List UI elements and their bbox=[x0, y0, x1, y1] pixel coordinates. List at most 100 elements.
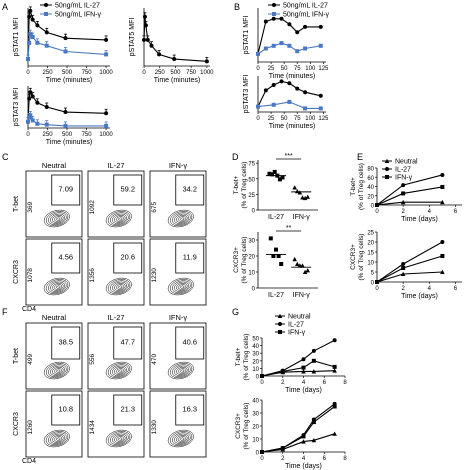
x-tick-label: 0 bbox=[260, 380, 264, 386]
density-contour bbox=[47, 364, 67, 377]
gate-percentage: 40.6 bbox=[182, 338, 197, 347]
x-tick-label: 250 bbox=[43, 70, 54, 76]
legend-label: IFN-γ bbox=[395, 175, 413, 182]
data-point bbox=[28, 90, 33, 95]
gate-box bbox=[113, 394, 143, 426]
data-point bbox=[271, 102, 276, 107]
series-line bbox=[261, 406, 335, 453]
density-contour bbox=[114, 283, 126, 291]
x-axis-label: Time (minutes) bbox=[154, 77, 200, 84]
y-axis-label-line: T-bet+ bbox=[350, 177, 357, 196]
data-point bbox=[400, 271, 406, 276]
mfi-value: 675 bbox=[151, 201, 158, 212]
data-point bbox=[311, 438, 317, 443]
data-point bbox=[332, 338, 337, 343]
data-point bbox=[267, 171, 272, 176]
data-point bbox=[28, 113, 33, 118]
density-contour bbox=[56, 437, 61, 441]
data-point bbox=[311, 358, 316, 363]
x-tick-label: 750 bbox=[82, 70, 93, 76]
gate-box bbox=[51, 394, 81, 426]
density-contour bbox=[118, 437, 123, 441]
density-contour bbox=[47, 212, 67, 225]
y-axis-label-line: (% of Treg cells) bbox=[358, 234, 365, 281]
x-tick-label: 4 bbox=[428, 209, 432, 215]
density-contour bbox=[45, 211, 69, 227]
legend-label: 50ng/mL IL-27 bbox=[55, 3, 100, 10]
density-contour bbox=[47, 280, 67, 293]
density-contour bbox=[178, 284, 186, 290]
density-contour bbox=[118, 369, 123, 373]
mfi-value: 1092 bbox=[89, 200, 96, 215]
y-axis-label-line: CXCR3+ bbox=[233, 247, 240, 273]
gate-percentage: 47.7 bbox=[120, 338, 135, 347]
data-point bbox=[142, 14, 147, 19]
y-tick-label: 25 bbox=[367, 231, 374, 237]
data-point bbox=[287, 43, 292, 48]
y-axis-label-line: (% of Treg cells) bbox=[241, 162, 248, 209]
density-contour bbox=[56, 369, 61, 373]
x-tick-label: 0 bbox=[26, 132, 30, 138]
density-contour bbox=[167, 429, 194, 448]
x-tick-label: 6 bbox=[454, 286, 458, 292]
data-point bbox=[63, 36, 68, 41]
data-point bbox=[279, 79, 284, 84]
density-contour bbox=[171, 280, 191, 293]
data-point bbox=[27, 96, 32, 101]
data-point bbox=[375, 280, 379, 284]
density-contour bbox=[45, 279, 69, 295]
data-point bbox=[318, 93, 323, 98]
y-tick-label: 30 bbox=[248, 239, 255, 245]
gate-percentage: 4.56 bbox=[58, 253, 73, 262]
legend-marker bbox=[384, 158, 390, 163]
data-point bbox=[104, 123, 109, 128]
legend-marker bbox=[272, 12, 276, 16]
x-tick-label: 0 bbox=[26, 70, 30, 76]
gate-box bbox=[175, 174, 205, 206]
data-point bbox=[302, 195, 308, 201]
flow-x-label: CD4 bbox=[22, 458, 36, 465]
y-axis-label: pSTAT3 MFI bbox=[243, 75, 250, 114]
y-tick-label: 5 bbox=[371, 271, 375, 277]
density-contour bbox=[43, 277, 70, 296]
y-tick-label: 0 bbox=[256, 451, 260, 457]
density-contour bbox=[114, 435, 126, 443]
x-tick-label: 500 bbox=[170, 70, 181, 76]
y-tick-label: 10 bbox=[252, 367, 259, 373]
density-contour bbox=[56, 217, 61, 221]
y-tick-label: 15 bbox=[367, 251, 374, 257]
data-point bbox=[401, 262, 406, 266]
legend-label: 50ng/mL IFN-γ bbox=[283, 12, 330, 19]
data-point bbox=[256, 104, 260, 109]
y-axis-label-line: T-bet+ bbox=[233, 175, 240, 194]
legend-label: IFN-γ bbox=[288, 330, 306, 337]
y-tick-label: 20 bbox=[252, 425, 259, 431]
y-tick-label: 30 bbox=[252, 412, 259, 418]
flow-axis-label: T-bet bbox=[13, 196, 20, 212]
density-contour bbox=[112, 281, 128, 292]
series-line bbox=[261, 360, 335, 377]
data-point bbox=[30, 17, 35, 22]
density-contour bbox=[174, 213, 190, 224]
data-point bbox=[204, 59, 209, 64]
series-line bbox=[27, 90, 107, 122]
gate-percentage: 34.2 bbox=[182, 185, 197, 194]
data-point bbox=[318, 24, 323, 29]
gate-box bbox=[51, 326, 81, 360]
series-line bbox=[376, 201, 443, 206]
density-contour bbox=[54, 284, 62, 290]
density-contour bbox=[178, 368, 186, 374]
flow-x-label: CD4 bbox=[22, 306, 36, 313]
condition-label: Neutral bbox=[42, 161, 67, 170]
mfi-value: 1078 bbox=[27, 268, 34, 283]
density-contour bbox=[107, 363, 131, 379]
y-axis-label: CXCR3+(% of Treg cells) bbox=[235, 403, 250, 450]
data-point bbox=[28, 32, 33, 37]
density-contour bbox=[112, 433, 128, 444]
mfi-value: 369 bbox=[27, 201, 34, 212]
x-axis-label: Time (days) bbox=[285, 463, 322, 470]
x-tick-label: 2 bbox=[401, 286, 405, 292]
density-contour bbox=[180, 437, 185, 441]
density-contour bbox=[171, 432, 191, 445]
density-contour bbox=[50, 433, 66, 444]
